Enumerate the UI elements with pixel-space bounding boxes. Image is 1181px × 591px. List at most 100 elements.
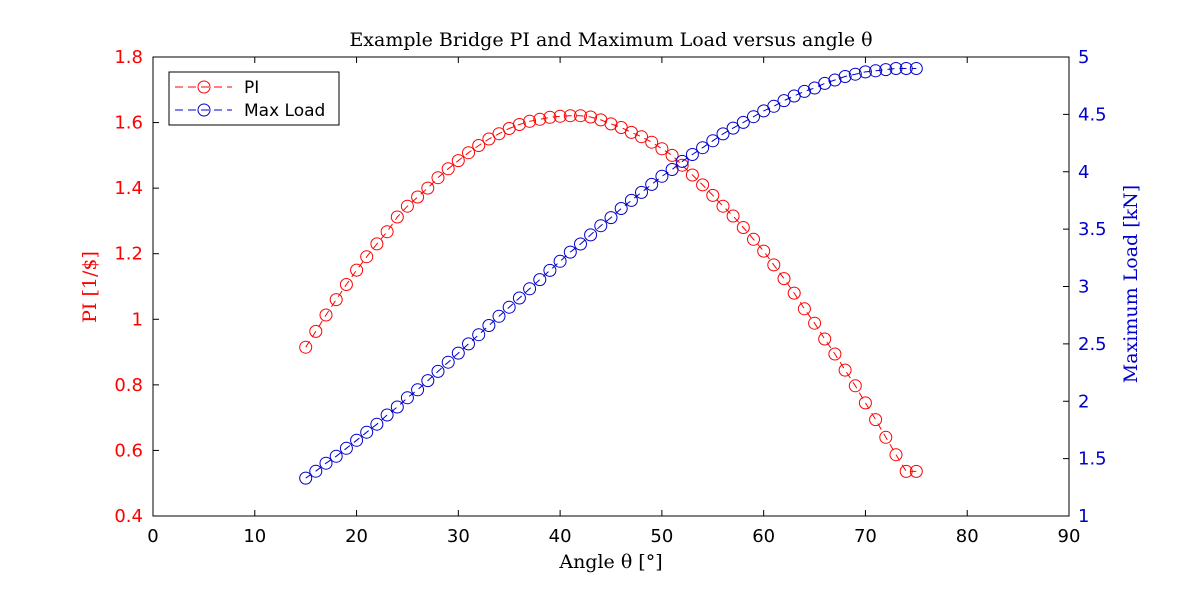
data-point-pi <box>757 244 771 258</box>
data-point-max-load <box>747 110 760 124</box>
data-point-pi <box>726 209 740 223</box>
data-point-pi <box>879 430 893 444</box>
data-point-max-load <box>431 364 445 378</box>
data-point-pi <box>777 272 791 286</box>
data-point-pi <box>533 112 547 126</box>
x-tick-label: 80 <box>956 526 979 547</box>
data-point-pi <box>797 302 811 316</box>
plot-area <box>152 56 1070 517</box>
data-point-max-load <box>543 263 557 277</box>
data-point-pi <box>696 178 710 192</box>
right-y-tick-label: 4.5 <box>1078 104 1107 125</box>
legend-marker-max-load <box>197 103 211 117</box>
data-point-pi <box>645 135 659 149</box>
data-point-max-load <box>828 73 842 87</box>
data-point-max-load <box>309 464 323 478</box>
data-point-pi <box>390 210 404 224</box>
data-point-max-load <box>858 65 872 79</box>
data-point-pi <box>431 171 445 185</box>
data-point-pi <box>553 109 567 123</box>
right-y-tick-label: 4 <box>1078 162 1089 183</box>
data-point-max-load <box>675 154 689 168</box>
data-point-pi <box>380 225 394 239</box>
data-point-pi <box>441 162 455 176</box>
right-y-tick-label: 1.5 <box>1078 449 1107 470</box>
data-point-max-load <box>319 456 333 470</box>
data-point-pi <box>889 448 903 462</box>
data-point-max-load <box>451 346 465 360</box>
data-point-max-load <box>635 185 648 199</box>
data-point-pi <box>400 199 414 213</box>
legend-marker-pi <box>197 80 211 94</box>
x-tick-label: 50 <box>650 526 673 547</box>
x-tick-label: 90 <box>1058 526 1081 547</box>
data-point-pi <box>655 142 669 156</box>
x-tick-label: 10 <box>243 526 266 547</box>
data-point-pi <box>492 127 506 141</box>
data-point-max-load <box>299 471 313 485</box>
data-point-max-load <box>370 417 384 431</box>
left-y-tick-label: 0.8 <box>114 375 143 396</box>
data-point-max-load <box>889 62 903 75</box>
right-y-tick-label: 1 <box>1078 506 1089 527</box>
legend-label-max-load: Max Load <box>244 101 325 121</box>
data-point-pi <box>818 332 832 346</box>
data-point-pi <box>584 110 598 124</box>
data-point-pi <box>665 148 679 162</box>
data-point-pi <box>370 237 384 251</box>
data-point-pi <box>482 132 496 146</box>
data-point-max-load <box>685 148 699 161</box>
data-point-max-load <box>848 67 862 81</box>
data-point-max-load <box>441 355 455 369</box>
data-point-pi <box>319 308 333 322</box>
data-point-pi <box>360 250 374 264</box>
data-point-pi <box>563 109 577 123</box>
data-point-max-load <box>838 70 852 83</box>
data-point-max-load <box>584 228 598 242</box>
x-tick-label: 60 <box>752 526 775 547</box>
x-tick-label: 20 <box>345 526 368 547</box>
data-point-max-load <box>665 163 679 176</box>
data-point-pi <box>309 324 323 338</box>
left-y-axis: 0.4 0.6 0.8 1 1.2 1.4 1.6 1.8 <box>114 47 159 527</box>
data-point-pi <box>899 464 913 478</box>
x-tick-label: 40 <box>549 526 572 547</box>
right-y-tick-label: 3.5 <box>1078 219 1107 240</box>
x-axis: 0 10 20 30 40 50 60 70 80 90 <box>147 57 1080 547</box>
left-y-tick-label: 1.2 <box>114 244 143 265</box>
data-point-max-load <box>563 245 577 259</box>
data-point-max-load <box>818 76 832 90</box>
data-point-max-load <box>594 219 608 233</box>
data-point-pi <box>747 232 760 246</box>
data-point-max-load <box>350 433 364 447</box>
data-point-pi <box>767 258 781 272</box>
data-point-pi <box>828 347 842 361</box>
data-point-max-load <box>462 337 475 351</box>
data-point-max-load <box>400 391 414 405</box>
legend-label-pi: PI <box>244 78 259 98</box>
series-line-max-load <box>305 68 917 479</box>
data-point-max-load <box>899 62 913 75</box>
data-point-max-load <box>696 141 710 155</box>
right-y-axis-label: Maximum Load [kN] <box>1120 185 1142 383</box>
data-point-max-load <box>411 383 425 397</box>
data-point-max-load <box>797 84 811 98</box>
data-point-max-load <box>716 127 730 141</box>
chart-title: Example Bridge PI and Maximum Load versu… <box>349 29 872 51</box>
left-y-axis-label: PI [1/$] <box>79 251 101 323</box>
data-point-max-load <box>645 177 659 191</box>
x-axis-label: Angle θ [°] <box>558 551 662 573</box>
data-point-max-load <box>421 374 435 388</box>
data-point-pi <box>451 154 465 168</box>
right-y-tick-label: 5 <box>1078 47 1089 68</box>
data-point-pi <box>421 181 435 195</box>
data-point-max-load <box>472 328 486 342</box>
data-point-max-load <box>502 300 516 314</box>
data-point-max-load <box>736 115 750 129</box>
left-y-tick-label: 1 <box>132 309 143 330</box>
right-y-tick-label: 2.5 <box>1078 334 1107 355</box>
data-point-max-load <box>726 121 740 135</box>
data-point-max-load <box>879 63 893 77</box>
series-layer <box>299 62 923 485</box>
data-point-pi <box>858 396 872 410</box>
